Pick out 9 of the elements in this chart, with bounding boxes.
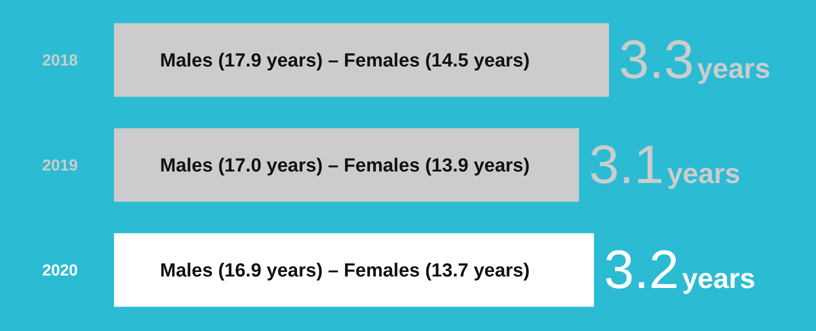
y-tick-label: 2019 <box>42 158 78 175</box>
y-tick-label: 2018 <box>42 52 78 70</box>
y-tick-label: 2020 <box>42 262 78 280</box>
annotation: Males (17.9 years) – Females (14.5 years) <box>160 50 530 72</box>
annotation: Males (16.9 years) – Females (13.7 years) <box>160 260 530 282</box>
data-label: 3.1years <box>589 135 740 195</box>
data-label: 3.3years <box>619 30 770 90</box>
data-label: 3.2years <box>604 240 756 300</box>
annotation: Males (17.0 years) – Females (13.9 years) <box>160 156 530 177</box>
